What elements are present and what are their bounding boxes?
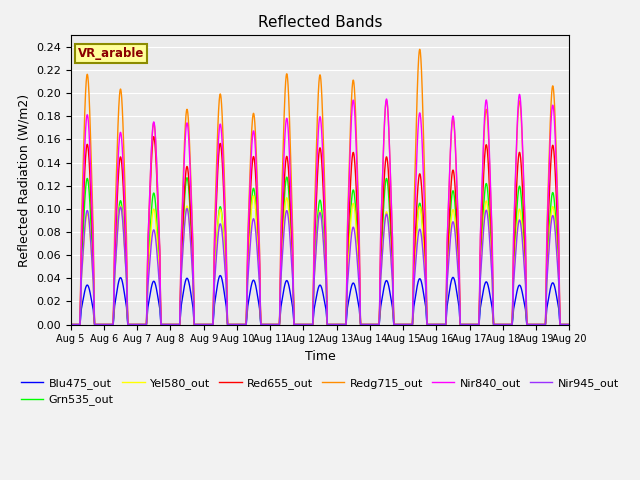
Nir840_out [460,322,467,327]
Yel580_out [301,322,309,327]
Nir945_out [404,322,412,327]
Red655_out [566,322,573,327]
Nir840_out [516,92,524,97]
Red655_out [67,322,74,327]
Grn535_out [67,322,74,327]
Redg715_out [156,281,164,287]
Redg715_out [460,322,468,327]
Yel580_out [404,322,412,327]
Nir840_out [431,322,439,327]
Line: Nir945_out: Nir945_out [70,207,570,324]
Blu475_out [404,322,412,327]
Redg715_out [431,322,439,327]
Line: Nir840_out: Nir840_out [70,95,570,324]
Nir945_out [565,322,573,327]
Line: Redg715_out: Redg715_out [70,49,570,324]
Redg715_out [416,47,424,52]
Yel580_out [431,322,439,327]
Blu475_out [566,322,573,327]
Grn535_out [431,322,439,327]
Line: Grn535_out: Grn535_out [70,177,570,324]
Nir945_out [157,306,164,312]
Line: Yel580_out: Yel580_out [70,196,570,324]
Nir840_out [566,322,573,327]
Nir945_out [431,322,439,327]
Line: Blu475_out: Blu475_out [70,276,570,324]
Redg715_out [301,322,308,327]
Yel580_out [67,322,74,327]
Nir945_out [301,322,309,327]
Red655_out [157,290,164,296]
Grn535_out [565,322,573,327]
Line: Red655_out: Red655_out [70,137,570,324]
Grn535_out [460,322,468,327]
Blu475_out [156,313,164,319]
Yel580_out [565,322,573,327]
Nir945_out [460,322,468,327]
Red655_out [404,322,412,327]
Red655_out [431,322,439,327]
Red655_out [150,134,157,140]
Redg715_out [404,322,412,327]
Red655_out [301,322,309,327]
Nir840_out [301,322,308,327]
Red655_out [460,322,468,327]
Nir840_out [156,281,164,287]
Grn535_out [301,322,309,327]
Grn535_out [156,295,164,301]
X-axis label: Time: Time [305,350,335,363]
Title: Reflected Bands: Reflected Bands [258,15,382,30]
Red655_out [565,322,573,327]
Legend: Blu475_out, Grn535_out, Yel580_out, Red655_out, Redg715_out, Nir840_out, Nir945_: Blu475_out, Grn535_out, Yel580_out, Red6… [17,373,623,410]
Blu475_out [431,322,439,327]
Grn535_out [404,322,412,327]
Redg715_out [565,322,573,327]
Yel580_out [460,322,468,327]
Text: VR_arable: VR_arable [78,47,145,60]
Redg715_out [67,322,74,327]
Y-axis label: Reflected Radiation (W/m2): Reflected Radiation (W/m2) [17,94,31,266]
Nir945_out [566,322,573,327]
Nir945_out [116,204,124,210]
Blu475_out [565,322,573,327]
Nir840_out [565,322,573,327]
Nir945_out [67,322,74,327]
Nir840_out [404,322,412,327]
Blu475_out [216,273,224,278]
Yel580_out [250,193,257,199]
Redg715_out [566,322,573,327]
Blu475_out [460,322,468,327]
Yel580_out [566,322,573,327]
Grn535_out [283,174,291,180]
Grn535_out [566,322,573,327]
Nir840_out [67,322,74,327]
Yel580_out [156,298,164,304]
Blu475_out [301,322,309,327]
Blu475_out [67,322,74,327]
